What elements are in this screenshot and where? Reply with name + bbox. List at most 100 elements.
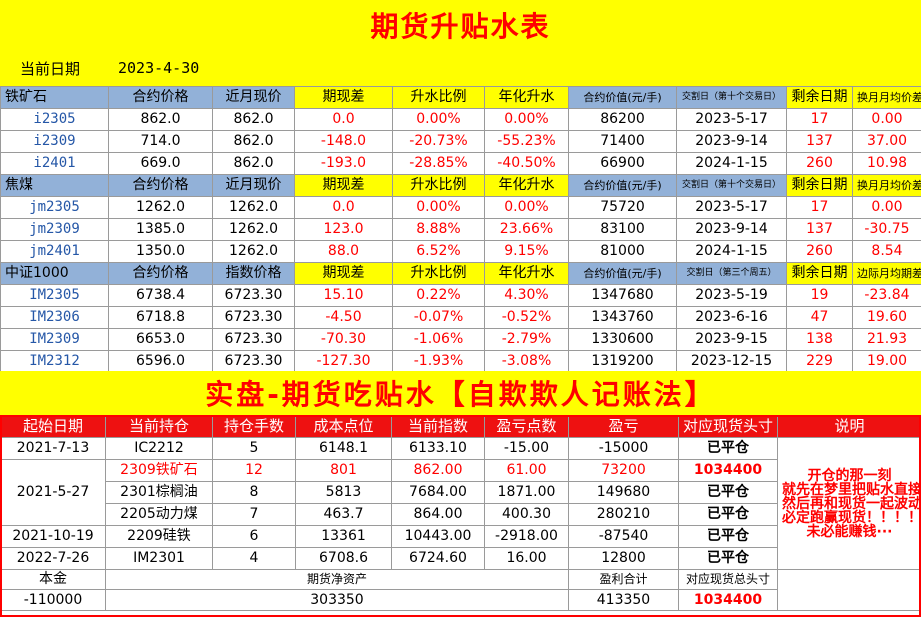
data-cell[interactable]: 137 [786,130,853,153]
header-cell[interactable]: 合约价值(元/手) [568,174,677,197]
principal-label[interactable]: 本金 [0,569,106,590]
data-cell[interactable]: 0.00 [852,108,921,131]
data-cell[interactable]: 2023-5-19 [676,284,787,307]
data-cell[interactable]: 714.0 [108,130,213,153]
data-cell[interactable]: -148.0 [294,130,393,153]
header-cell[interactable]: 合约价格 [108,86,213,109]
cell-pnl-points[interactable]: 16.00 [484,547,569,570]
cell-cost[interactable]: 801 [295,459,392,482]
header-cell[interactable]: 成本点位 [295,415,392,438]
header-cell[interactable]: 交割日（第十个交易日） [676,86,787,109]
data-cell[interactable]: 2023-9-14 [676,218,787,241]
cell-start-date[interactable]: 2021-7-13 [0,437,106,460]
data-cell[interactable]: 6723.30 [212,284,295,307]
data-cell[interactable]: 0.00% [484,196,569,219]
data-cell[interactable]: 1262.0 [212,240,295,263]
data-cell[interactable]: 862.0 [212,130,295,153]
cell-spot[interactable]: 已平仓 [678,547,778,570]
data-cell[interactable]: 123.0 [294,218,393,241]
data-cell[interactable]: 0.0 [294,108,393,131]
summary-empty-cell[interactable] [777,569,921,611]
header-cell[interactable]: 近月现价 [212,174,295,197]
data-cell[interactable]: 6718.8 [108,306,213,329]
cell-lots[interactable]: 6 [212,525,296,548]
cell-pnl-points[interactable]: 1871.00 [484,481,569,504]
cell-lots[interactable]: 12 [212,459,296,482]
data-cell[interactable]: 8.54 [852,240,921,263]
cell-pnl[interactable]: -87540 [568,525,679,548]
data-cell[interactable]: 138 [786,328,853,351]
data-cell[interactable]: 17 [786,196,853,219]
data-cell[interactable]: 0.00% [392,108,485,131]
cell-cost[interactable]: 13361 [295,525,392,548]
header-cell[interactable]: 指数价格 [212,262,295,285]
current-date-value[interactable]: 2023-4-30 [118,59,200,77]
data-cell[interactable]: 6738.4 [108,284,213,307]
header-cell[interactable]: 边际月均期差 [852,262,921,285]
header-cell[interactable]: 盈亏点数 [484,415,569,438]
data-cell[interactable]: 2023-12-15 [676,350,787,373]
cell-cost[interactable]: 463.7 [295,503,392,526]
header-cell[interactable]: 期现差 [294,86,393,109]
data-cell[interactable]: 1350.0 [108,240,213,263]
header-cell[interactable]: 剩余日期 [786,86,853,109]
data-cell[interactable]: 8.88% [392,218,485,241]
data-cell[interactable]: 1343760 [568,306,677,329]
pnl-total-value[interactable]: 413350 [568,589,679,611]
header-cell[interactable]: 合约价值(元/手) [568,262,677,285]
data-cell[interactable]: 1262.0 [108,196,213,219]
data-cell[interactable]: 15.10 [294,284,393,307]
data-cell[interactable]: 83100 [568,218,677,241]
data-cell[interactable]: 2023-5-17 [676,196,787,219]
header-cell[interactable]: 升水比例 [392,174,485,197]
data-cell[interactable]: 10.98 [852,152,921,175]
header-cell[interactable]: 升水比例 [392,262,485,285]
data-cell[interactable]: -193.0 [294,152,393,175]
header-cell[interactable]: 起始日期 [0,415,106,438]
data-cell[interactable]: -0.07% [392,306,485,329]
spot-total-value[interactable]: 1034400 [678,589,778,611]
cell-cost[interactable]: 5813 [295,481,392,504]
cell-pnl-points[interactable]: -2918.00 [484,525,569,548]
data-cell[interactable]: 862.0 [212,152,295,175]
data-cell[interactable]: 1330600 [568,328,677,351]
header-cell[interactable]: 升水比例 [392,86,485,109]
data-cell[interactable]: 6723.30 [212,306,295,329]
data-cell[interactable]: 19.00 [852,350,921,373]
data-cell[interactable]: 2023-6-16 [676,306,787,329]
data-cell[interactable]: 1262.0 [212,196,295,219]
contract-code[interactable]: jm2305 [0,196,109,219]
cell-lots[interactable]: 4 [212,547,296,570]
contract-code[interactable]: IM2309 [0,328,109,351]
data-cell[interactable]: -28.85% [392,152,485,175]
data-cell[interactable]: 37.00 [852,130,921,153]
data-cell[interactable]: 260 [786,152,853,175]
header-cell[interactable]: 铁矿石 [0,86,109,109]
cell-lots[interactable]: 7 [212,503,296,526]
cell-pnl[interactable]: 12800 [568,547,679,570]
cell-lots[interactable]: 8 [212,481,296,504]
cell-holding[interactable]: 2309铁矿石 [105,459,213,482]
cell-holding[interactable]: 2205动力煤 [105,503,213,526]
data-cell[interactable]: 0.22% [392,284,485,307]
data-cell[interactable]: 862.0 [108,108,213,131]
data-cell[interactable]: 2024-1-15 [676,152,787,175]
data-cell[interactable]: 6723.30 [212,350,295,373]
data-cell[interactable]: 2023-9-14 [676,130,787,153]
net-assets-label[interactable]: 期货净资产 [105,569,569,590]
cell-cost[interactable]: 6148.1 [295,437,392,460]
data-cell[interactable]: -127.30 [294,350,393,373]
data-cell[interactable]: 23.66% [484,218,569,241]
net-assets-value[interactable]: 303350 [105,589,569,611]
cell-index[interactable]: 864.00 [391,503,485,526]
cell-holding[interactable]: 2301棕榈油 [105,481,213,504]
cell-holding[interactable]: 2209硅铁 [105,525,213,548]
data-cell[interactable]: 6723.30 [212,328,295,351]
header-cell[interactable]: 说明 [777,415,921,438]
data-cell[interactable]: 6.52% [392,240,485,263]
data-cell[interactable]: -0.52% [484,306,569,329]
data-cell[interactable]: 86200 [568,108,677,131]
contract-code[interactable]: i2305 [0,108,109,131]
data-cell[interactable]: 1262.0 [212,218,295,241]
contract-code[interactable]: jm2401 [0,240,109,263]
